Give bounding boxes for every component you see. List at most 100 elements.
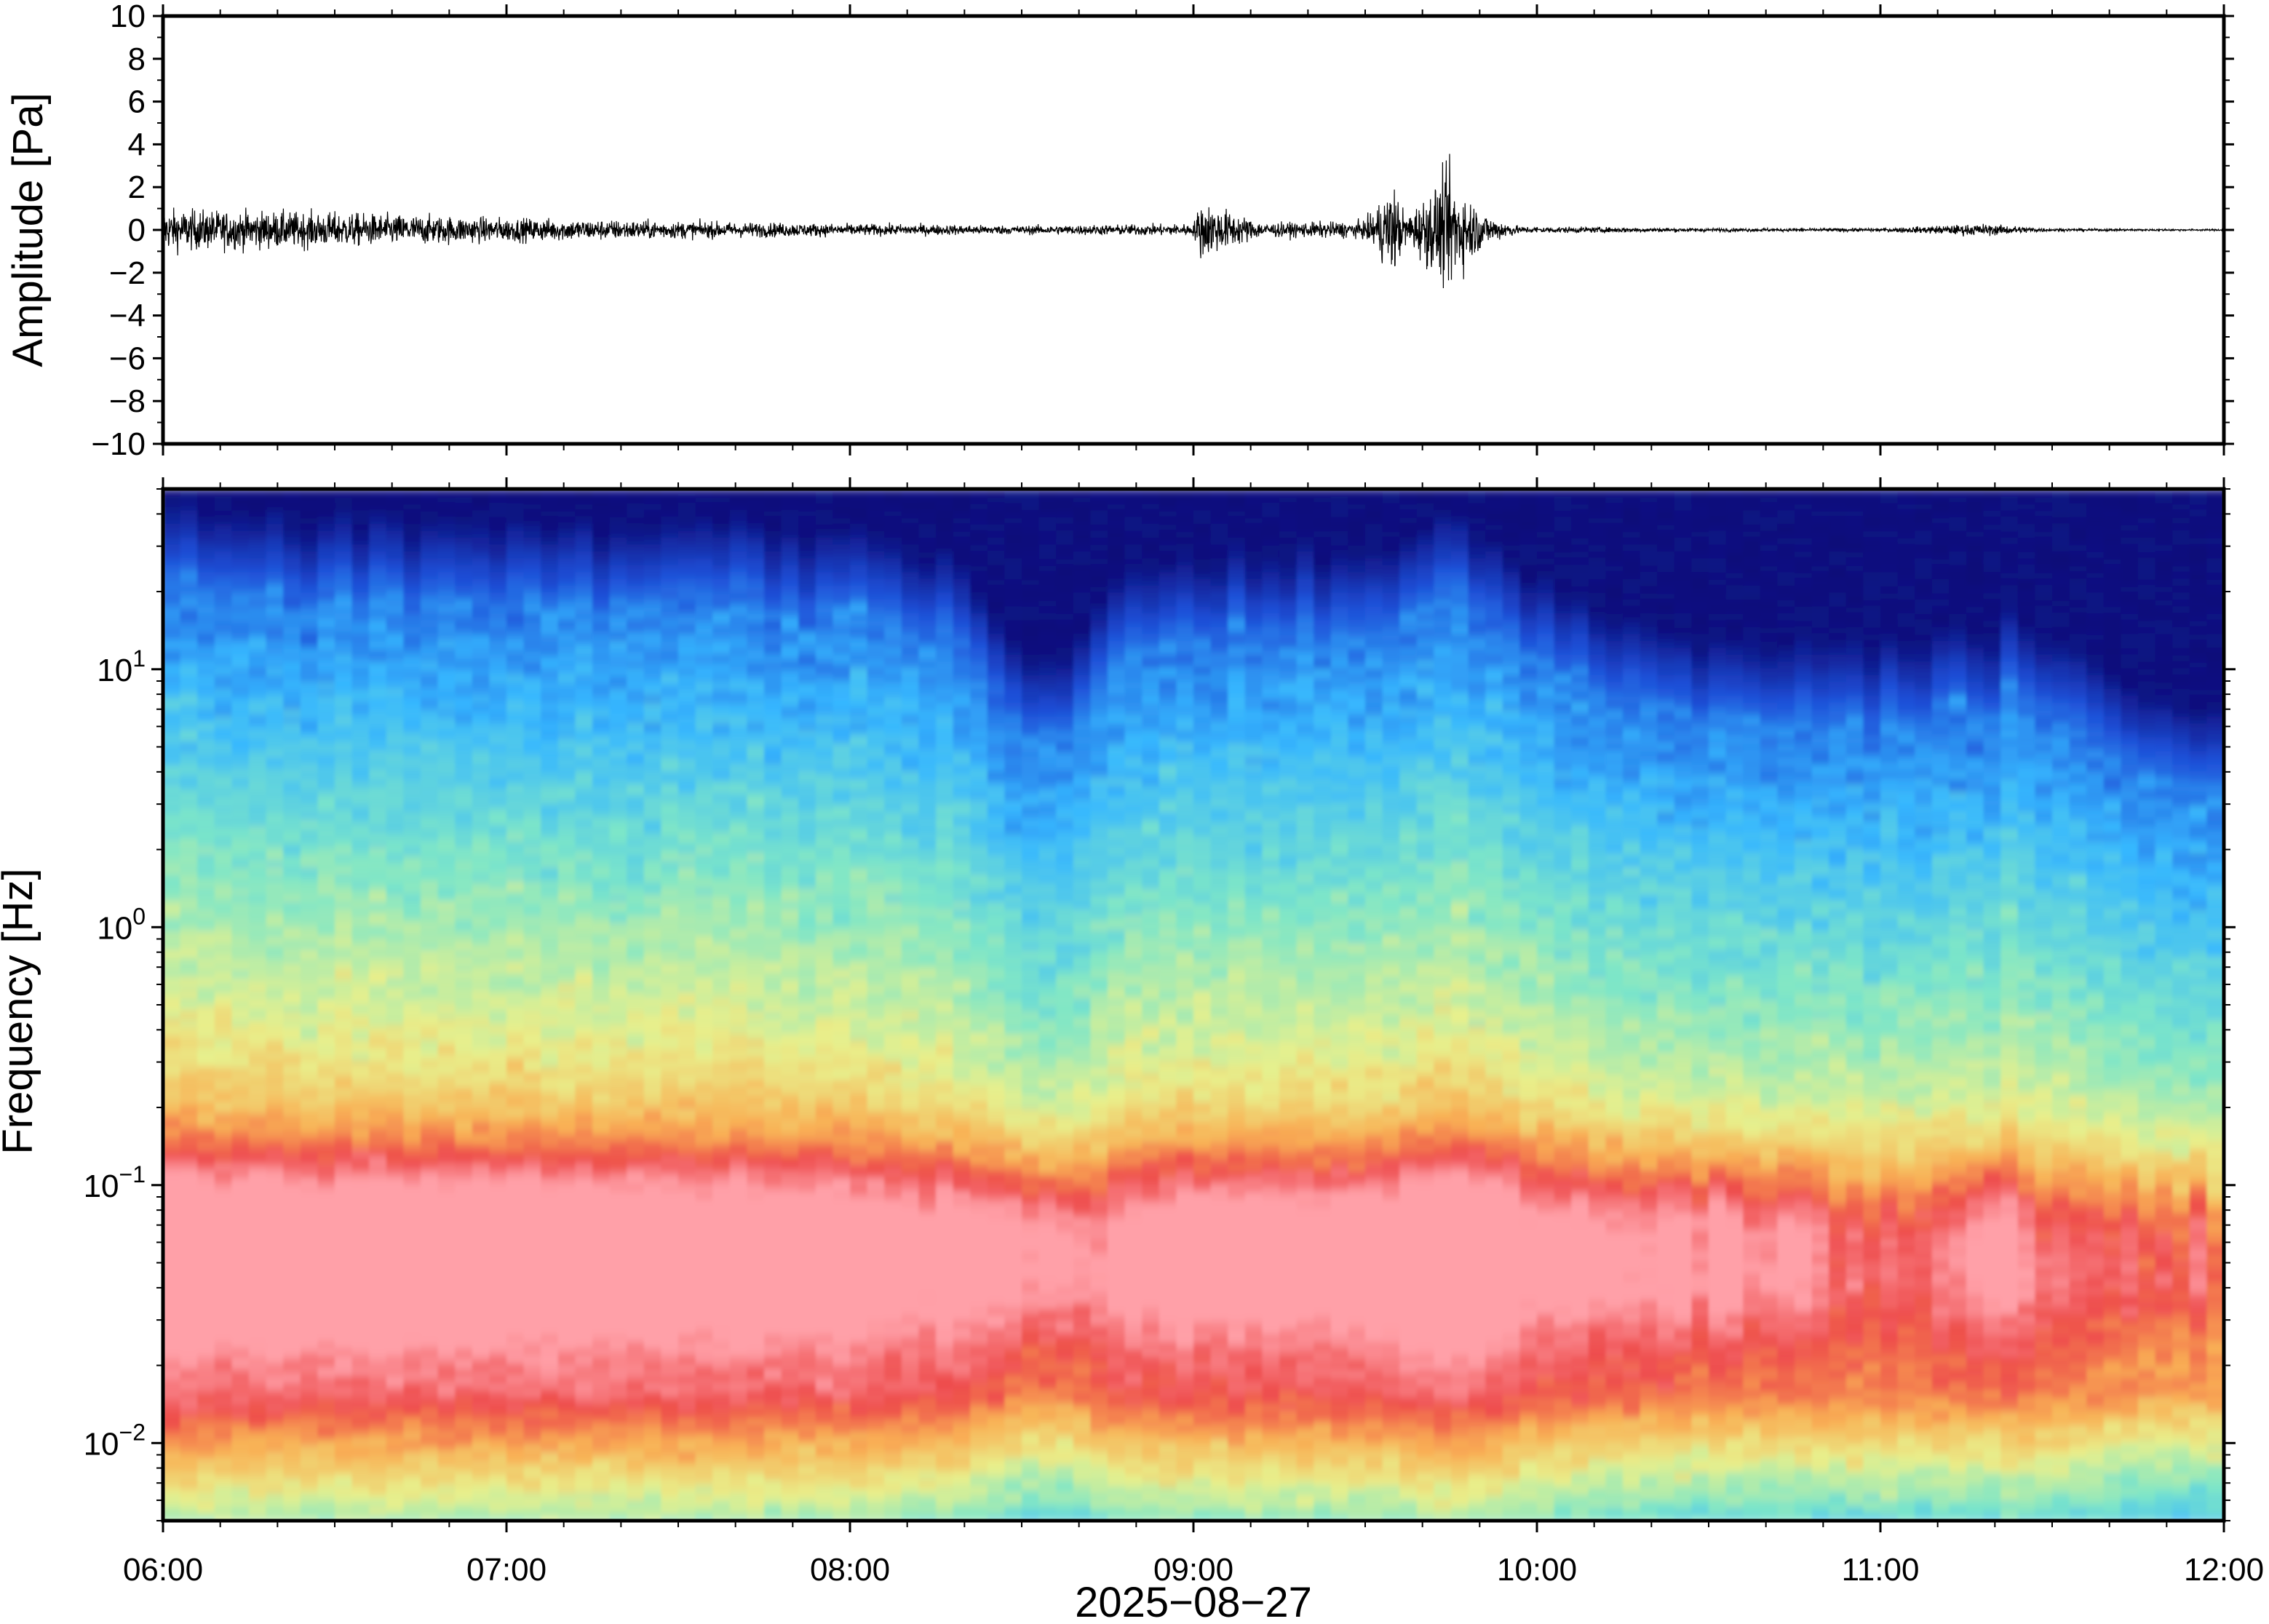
spectrogram-cell bbox=[421, 1307, 439, 1315]
spectrogram-cell bbox=[643, 1342, 662, 1350]
spectrogram-cell bbox=[351, 674, 370, 682]
spectrogram-cell bbox=[335, 1362, 353, 1370]
spectrogram-cell bbox=[695, 1321, 713, 1329]
spectrogram-cell bbox=[472, 702, 490, 710]
spectrogram-cell bbox=[643, 1328, 662, 1336]
spectrogram-cell bbox=[317, 729, 335, 738]
spectrogram-cell bbox=[249, 1121, 267, 1129]
spectrogram-cell bbox=[695, 1177, 713, 1185]
spectrogram-cell bbox=[335, 1300, 353, 1308]
spectrogram-cell bbox=[661, 702, 679, 710]
spectrogram-cell bbox=[197, 1053, 215, 1061]
spectrogram-cell bbox=[300, 647, 319, 655]
spectrogram-cell bbox=[369, 1382, 387, 1391]
spectrogram-cell bbox=[592, 1135, 611, 1143]
spectrogram-cell bbox=[403, 1507, 421, 1515]
spectrogram-cell bbox=[695, 1424, 713, 1432]
spectrogram-cell bbox=[421, 832, 439, 840]
spectrogram-cell bbox=[661, 1046, 679, 1054]
spectrogram-cell bbox=[335, 880, 353, 889]
spectrogram-cell bbox=[317, 908, 335, 916]
spectrogram-cell bbox=[369, 1300, 387, 1308]
spectrogram-cell bbox=[163, 888, 181, 896]
spectrogram-cell bbox=[421, 764, 439, 772]
spectrogram-cell bbox=[403, 1465, 421, 1473]
spectrogram-cell bbox=[386, 1238, 405, 1246]
spectrogram-cell bbox=[266, 977, 284, 985]
spectrogram-cell bbox=[557, 1197, 576, 1205]
spectrogram-cell bbox=[231, 1018, 250, 1027]
spectrogram-cell bbox=[214, 661, 233, 669]
spectrogram-cell bbox=[523, 991, 541, 999]
spectrogram-cell bbox=[403, 867, 421, 875]
spectrogram-cell bbox=[627, 489, 645, 497]
spectrogram-cell bbox=[643, 1197, 662, 1205]
spectrogram-cell bbox=[249, 1486, 267, 1494]
spectrogram-cell bbox=[506, 956, 525, 965]
spectrogram-cell bbox=[249, 736, 267, 744]
spectrogram-cell bbox=[472, 956, 490, 965]
spectrogram-cell bbox=[592, 764, 611, 772]
spectrogram-cell bbox=[403, 757, 421, 765]
spectrogram-cell bbox=[266, 984, 284, 992]
spectrogram-cell bbox=[335, 915, 353, 923]
spectrogram-cell bbox=[403, 984, 421, 992]
spectrogram-cell bbox=[592, 908, 611, 916]
spectrogram-cell bbox=[249, 1039, 267, 1047]
spectrogram-cell bbox=[541, 1452, 559, 1460]
spectrogram-cell bbox=[351, 1500, 370, 1508]
spectrogram-cell bbox=[627, 929, 645, 937]
spectrogram-cell bbox=[317, 853, 335, 861]
spectrogram-cell bbox=[197, 613, 215, 621]
spectrogram-cell bbox=[643, 1005, 662, 1013]
spectrogram-cell bbox=[421, 1348, 439, 1356]
spectrogram-cell bbox=[214, 1286, 233, 1294]
spectrogram-cell bbox=[541, 764, 559, 772]
spectrogram-cell bbox=[421, 1342, 439, 1350]
spectrogram-cell bbox=[197, 1507, 215, 1515]
spectrogram-cell bbox=[523, 901, 541, 909]
spectrogram-cell bbox=[592, 1163, 611, 1171]
spectrogram-cell bbox=[575, 716, 593, 724]
spectrogram-cell bbox=[317, 984, 335, 992]
spectrogram-cell bbox=[317, 1053, 335, 1061]
spectrogram-cell bbox=[163, 1232, 181, 1240]
spectrogram-cell bbox=[592, 613, 611, 621]
spectrogram-cell bbox=[249, 1513, 267, 1521]
spectrogram-cell bbox=[592, 1259, 611, 1267]
spectrogram-cell bbox=[627, 1149, 645, 1157]
spectrogram-cell bbox=[300, 1018, 319, 1027]
spectrogram-cell bbox=[300, 495, 319, 503]
spectrogram-cell bbox=[283, 613, 301, 621]
spectrogram-cell bbox=[557, 970, 576, 978]
spectrogram-cell bbox=[369, 1294, 387, 1302]
spectrogram-cell bbox=[695, 1500, 713, 1508]
spectrogram-cell bbox=[197, 599, 215, 607]
spectrogram-cell bbox=[180, 1107, 198, 1116]
spectrogram-cell bbox=[266, 544, 284, 552]
spectrogram-cell bbox=[489, 613, 507, 621]
spectrogram-cell bbox=[317, 530, 335, 538]
spectrogram-cell bbox=[197, 1121, 215, 1129]
spectrogram-cell bbox=[557, 743, 576, 752]
spectrogram-cell bbox=[386, 867, 405, 875]
spectrogram-cell bbox=[335, 984, 353, 992]
spectrogram-cell bbox=[335, 950, 353, 958]
spectrogram-cell bbox=[266, 599, 284, 607]
spectrogram-cell bbox=[214, 894, 233, 902]
spectrogram-cell bbox=[437, 592, 456, 600]
spectrogram-cell bbox=[335, 1410, 353, 1418]
spectrogram-cell bbox=[695, 764, 713, 772]
spectrogram-cell bbox=[506, 874, 525, 882]
spectrogram-cell bbox=[523, 640, 541, 648]
spectrogram-cell bbox=[369, 956, 387, 965]
spectrogram-cell bbox=[283, 771, 301, 779]
spectrogram-cell bbox=[214, 880, 233, 889]
spectrogram-cell bbox=[678, 1067, 696, 1075]
spectrogram-cell bbox=[163, 495, 181, 503]
spectrogram-cell bbox=[317, 509, 335, 517]
spectrogram-cell bbox=[351, 1266, 370, 1274]
spectrogram-cell bbox=[180, 1438, 198, 1446]
spectrogram-cell bbox=[506, 1472, 525, 1481]
spectrogram-cell bbox=[214, 922, 233, 930]
